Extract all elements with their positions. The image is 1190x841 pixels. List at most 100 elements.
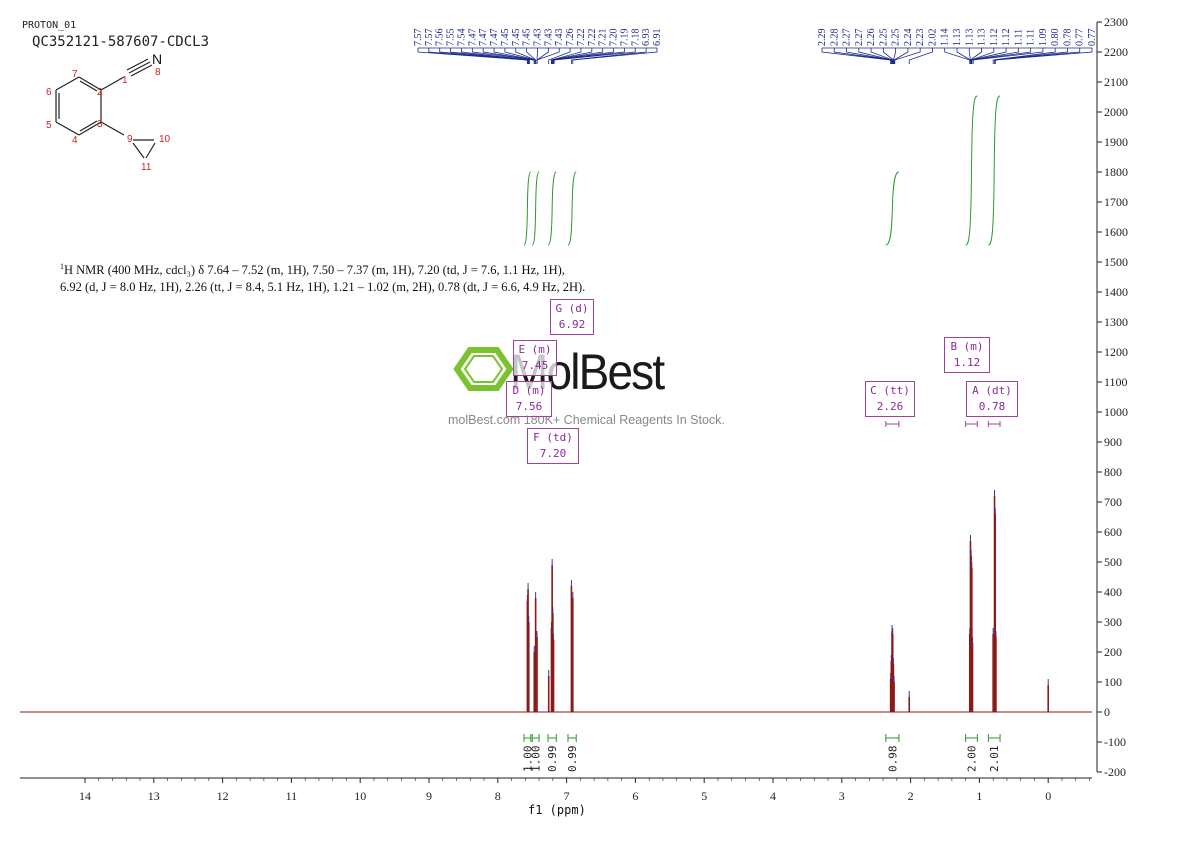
peak-label-connector — [956, 48, 971, 64]
peak-label: 1.11 — [1026, 29, 1037, 46]
x-tick-label: 3 — [839, 789, 845, 803]
peak-label: 1.14 — [940, 29, 951, 47]
multiplet-shift: 7.45 — [521, 359, 549, 372]
integral-value: 0.99 — [566, 746, 579, 773]
y-tick-label: 800 — [1104, 465, 1122, 479]
y-tick-label: -100 — [1104, 735, 1126, 749]
atom-label: 11 — [141, 162, 152, 173]
atom-label: 5 — [46, 120, 52, 131]
y-tick-label: 1800 — [1104, 165, 1128, 179]
peak-label: 6.93 — [641, 29, 652, 47]
peak-label-connector — [992, 48, 1056, 64]
integral-value: 2.00 — [965, 746, 978, 773]
integral-curve — [523, 171, 532, 246]
multiplet-shift: 1.12 — [953, 356, 981, 369]
peak-label: 7.22 — [576, 29, 587, 47]
atom-label: 2 — [97, 87, 103, 98]
peak-label-connector — [428, 48, 528, 64]
y-tick-label: 1600 — [1104, 225, 1128, 239]
x-tick-label: 14 — [79, 789, 91, 803]
atom-label: 10 — [159, 134, 171, 145]
peak-label-connector — [870, 48, 894, 64]
x-tick-label: 1 — [976, 789, 982, 803]
peak-label-connector — [893, 48, 909, 64]
peak-label: 2.25 — [891, 29, 902, 47]
peak-label: 2.27 — [842, 29, 853, 47]
sample-name: QC352121-587607-CDCL3 — [32, 34, 210, 50]
multiplet-label: B (m) — [950, 340, 984, 353]
multiplet-shift: 0.78 — [978, 400, 1006, 413]
peak-label-connector — [970, 48, 1007, 64]
peak-label-connector — [439, 48, 529, 64]
y-tick-label: 900 — [1104, 435, 1122, 449]
peak-label: 1.09 — [1038, 29, 1049, 47]
multiplet-box-g: G (d) 6.92 — [550, 299, 594, 335]
x-axis-label: f1 (ppm) — [528, 803, 586, 817]
peak-label-connector — [493, 48, 535, 64]
multiplet-shift: 2.26 — [876, 400, 904, 413]
x-tick-label: 4 — [770, 789, 776, 803]
y-tick-label: 2200 — [1104, 45, 1128, 59]
y-tick-label: 1500 — [1104, 255, 1128, 269]
atom-label: 9 — [127, 134, 133, 145]
x-tick-label: 10 — [354, 789, 366, 803]
watermark-url: molBest.com 180K+ Chemical Reagents In S… — [448, 413, 725, 427]
multiplet-shift: 7.20 — [539, 447, 567, 460]
peak-label-connector — [553, 48, 636, 64]
peak-label-connector — [858, 48, 893, 64]
peak-label: 1.12 — [1001, 29, 1012, 47]
y-tick-label: 1700 — [1104, 195, 1128, 209]
nucleus-superscript: 1 — [60, 262, 64, 271]
peak-label: 7.43 — [554, 29, 565, 47]
integral-curve — [965, 95, 978, 246]
peak-label: 7.18 — [630, 29, 641, 47]
peak-label: 7.57 — [424, 29, 435, 47]
x-tick-label: 11 — [286, 789, 298, 803]
x-tick-label: 9 — [426, 789, 432, 803]
molbest-logo — [453, 347, 514, 391]
peak-label: 7.57 — [413, 29, 424, 47]
peak-label: 7.47 — [478, 29, 489, 47]
multiplet-label: F (td) — [533, 431, 573, 444]
integral-value: 1.00 — [530, 746, 543, 773]
peak-label: 1.11 — [1013, 29, 1024, 46]
atom-label: 7 — [72, 69, 78, 80]
multiplet-box-a: A (dt) 0.78 — [966, 381, 1018, 417]
y-tick-label: 1100 — [1104, 375, 1128, 389]
y-tick-label: 400 — [1104, 585, 1122, 599]
peak-label: 0.78 — [1062, 29, 1073, 47]
nitrogen-atom: N — [152, 51, 162, 67]
peak-label-connector — [833, 48, 892, 64]
peak-label: 7.21 — [598, 29, 609, 47]
y-tick-label: 100 — [1104, 675, 1122, 689]
atom-label: 4 — [72, 135, 78, 146]
multiplet-label: G (d) — [555, 302, 589, 315]
peak-label: 1.12 — [989, 29, 1000, 47]
y-tick-label: 1200 — [1104, 345, 1128, 359]
peak-label: 7.19 — [619, 29, 630, 47]
multiplet-shift: 7.56 — [515, 400, 543, 413]
x-tick-label: 7 — [564, 789, 570, 803]
peak-label-connector — [526, 48, 537, 64]
nmr-description: 1H NMR (400 MHz, cdcl₃) δ 7.64 – 7.52 (m… — [60, 258, 585, 296]
multiplet-box-d: D (m) 7.56 — [506, 381, 552, 417]
peak-label-connector — [551, 48, 593, 64]
peak-label: 7.45 — [500, 29, 511, 47]
peak-label-connector — [894, 48, 921, 64]
integral-value: 0.99 — [546, 746, 559, 773]
peak-label: 1.13 — [952, 29, 963, 47]
x-tick-label: 0 — [1045, 789, 1051, 803]
peak-label-connector — [552, 48, 614, 64]
integral-curve — [567, 171, 577, 246]
peak-label: 7.45 — [522, 29, 533, 47]
atom-label: 8 — [155, 67, 161, 78]
peak-label: 7.26 — [565, 29, 576, 47]
peak-label: 7.43 — [533, 29, 544, 47]
peak-label: 7.20 — [609, 29, 620, 47]
y-tick-label: 600 — [1104, 525, 1122, 539]
spectrum-trace — [20, 490, 1092, 713]
multiplet-box-f: F (td) 7.20 — [527, 428, 579, 464]
peak-label-connector — [461, 48, 530, 64]
peak-label-connector — [551, 48, 604, 64]
